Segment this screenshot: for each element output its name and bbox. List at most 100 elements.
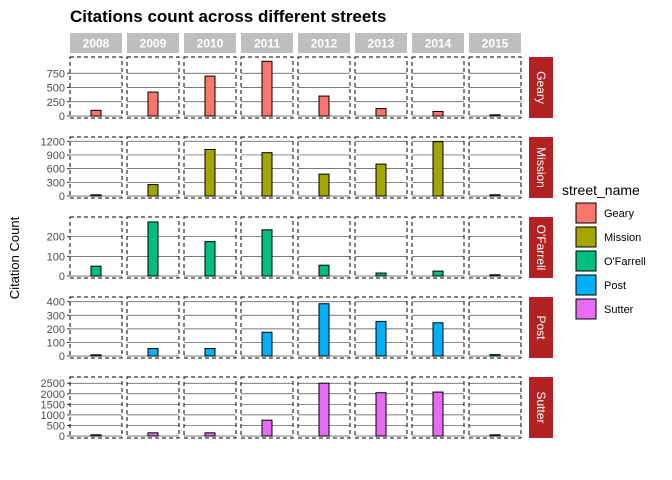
bar-geary-2008 xyxy=(90,109,102,117)
year-label-2015: 2015 xyxy=(482,37,509,51)
panel-border-post-2008 xyxy=(69,296,123,359)
panel-border-sutter-2008 xyxy=(69,376,123,439)
panel-border-post-2015 xyxy=(468,296,522,359)
panel-border-sutter-2015 xyxy=(468,376,522,439)
panel-border-sutter-2009 xyxy=(126,376,180,439)
year-strip-2014 xyxy=(412,33,464,53)
legend-label-sutter: Sutter xyxy=(604,304,634,316)
y-tick-sutter-0: 0 xyxy=(59,431,65,443)
y-tick-o-farrell-200: 200 xyxy=(47,232,65,244)
bar-o-farrell-2015 xyxy=(489,274,501,277)
bar-mission-2011 xyxy=(261,152,273,197)
street-label-geary: Geary xyxy=(534,71,548,104)
y-tick-post-100: 100 xyxy=(47,337,65,349)
legend-label-geary: Geary xyxy=(604,208,634,220)
bar-sutter-2013 xyxy=(375,392,387,437)
year-label-2008: 2008 xyxy=(83,37,110,51)
street-strip-post xyxy=(529,297,553,358)
bar-mission-2008 xyxy=(90,194,102,197)
panel-border-o-farrell-2013 xyxy=(354,216,408,279)
legend-key-mission xyxy=(575,226,597,248)
y-tick-mission-600: 600 xyxy=(47,164,65,176)
panel-border-o-farrell-2015 xyxy=(468,216,522,279)
panel-border-o-farrell-2014 xyxy=(411,216,465,279)
legend: street_name Geary Mission O'Farrell Post Sut… xyxy=(562,182,646,320)
y-tick-sutter-2000: 2000 xyxy=(41,389,65,401)
y-tick-mission-900: 900 xyxy=(47,150,65,162)
street-label-sutter: Sutter xyxy=(534,391,548,423)
y-tick-geary-750: 750 xyxy=(47,68,65,80)
bar-geary-2015 xyxy=(489,114,501,117)
bar-o-farrell-2008 xyxy=(90,265,102,277)
bar-post-2013 xyxy=(375,320,387,357)
bar-o-farrell-2010 xyxy=(204,241,216,277)
y-tick-o-farrell-100: 100 xyxy=(47,251,65,263)
bar-mission-2013 xyxy=(375,163,387,197)
year-label-2014: 2014 xyxy=(425,37,452,51)
year-label-2012: 2012 xyxy=(311,37,338,51)
y-tick-sutter-1500: 1500 xyxy=(41,399,65,411)
bar-geary-2011 xyxy=(261,60,273,117)
y-tick-sutter-500: 500 xyxy=(47,420,65,432)
y-tick-o-farrell-0: 0 xyxy=(59,271,65,283)
legend-label-o-farrell: O'Farrell xyxy=(604,256,646,268)
street-label-mission: Mission xyxy=(534,147,548,188)
bar-post-2015 xyxy=(489,354,501,357)
bar-sutter-2014 xyxy=(432,391,444,437)
street-strip-o-farrell xyxy=(529,217,553,278)
y-tick-post-400: 400 xyxy=(47,297,65,309)
legend-key-sutter xyxy=(575,298,597,320)
street-strip-mission xyxy=(529,137,553,198)
bar-post-2008 xyxy=(90,354,102,357)
bar-geary-2010 xyxy=(204,75,216,117)
bar-geary-2014 xyxy=(432,110,444,117)
bar-sutter-2011 xyxy=(261,419,273,437)
year-label-2010: 2010 xyxy=(197,37,224,51)
year-strip-2011 xyxy=(241,33,293,53)
y-tick-sutter-2500: 2500 xyxy=(41,378,65,390)
legend-title: street_name xyxy=(562,182,640,198)
bar-geary-2013 xyxy=(375,108,387,117)
bar-post-2014 xyxy=(432,322,444,357)
bar-geary-2012 xyxy=(318,95,330,117)
year-strip-2013 xyxy=(355,33,407,53)
y-tick-post-200: 200 xyxy=(47,324,65,336)
y-tick-geary-500: 500 xyxy=(47,83,65,95)
bar-sutter-2012 xyxy=(318,382,330,437)
year-strip-2015 xyxy=(469,33,521,53)
y-tick-geary-250: 250 xyxy=(47,97,65,109)
y-tick-mission-1200: 1200 xyxy=(41,136,65,148)
bar-sutter-2010 xyxy=(204,432,216,437)
street-strip-geary xyxy=(529,57,553,118)
year-strip-2012 xyxy=(298,33,350,53)
bar-o-farrell-2009 xyxy=(147,221,159,277)
bar-geary-2009 xyxy=(147,91,159,117)
panel-border-mission-2015 xyxy=(468,136,522,199)
bar-sutter-2015 xyxy=(489,434,501,437)
y-axis-label: Citation Count xyxy=(7,216,22,299)
bar-post-2009 xyxy=(147,348,159,357)
facet-panels: 2008 2009 2010 2011 2012 2013 2014 2015 0 250 500 7… xyxy=(41,33,553,443)
bar-sutter-2009 xyxy=(147,432,159,437)
bar-mission-2015 xyxy=(489,194,501,197)
bar-o-farrell-2013 xyxy=(375,272,387,277)
y-tick-post-0: 0 xyxy=(59,351,65,363)
bar-mission-2009 xyxy=(147,184,159,197)
panel-border-mission-2008 xyxy=(69,136,123,199)
bar-o-farrell-2012 xyxy=(318,264,330,277)
panel-border-sutter-2010 xyxy=(183,376,237,439)
y-tick-sutter-1000: 1000 xyxy=(41,410,65,422)
bar-o-farrell-2011 xyxy=(261,229,273,277)
y-tick-mission-300: 300 xyxy=(47,177,65,189)
bar-mission-2014 xyxy=(432,141,444,197)
legend-label-post: Post xyxy=(604,280,626,292)
y-tick-post-300: 300 xyxy=(47,310,65,322)
bar-o-farrell-2014 xyxy=(432,270,444,277)
legend-key-post xyxy=(575,274,597,296)
year-strip-2010 xyxy=(184,33,236,53)
year-label-2011: 2011 xyxy=(254,37,280,51)
year-label-2009: 2009 xyxy=(140,37,167,51)
bar-post-2012 xyxy=(318,303,330,357)
street-label-post: Post xyxy=(534,315,548,340)
